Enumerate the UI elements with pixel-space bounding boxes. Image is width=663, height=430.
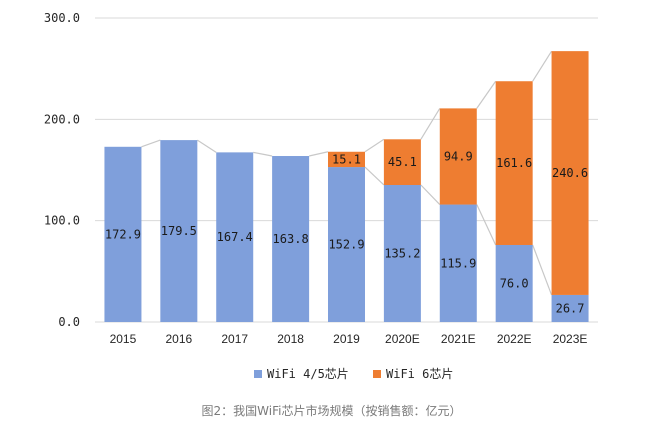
figure-caption: 图2：我国WiFi芯片市场规模（按销售额：亿元）: [201, 404, 462, 418]
connector-line: [364, 166, 385, 186]
connector-line: [476, 80, 497, 109]
x-tick-label: 2019: [333, 332, 360, 346]
legend-swatch: [254, 370, 262, 378]
legend-label: WiFi 4/5芯片: [267, 367, 349, 381]
connector-line: [308, 151, 329, 157]
bar-wifi45: [383, 184, 421, 322]
legend-swatch: [373, 370, 381, 378]
x-tick-label: 2017: [221, 332, 248, 346]
bar-wifi6: [328, 151, 365, 168]
connector-line: [476, 204, 497, 246]
data-label-wifi6: 240.6: [552, 166, 588, 180]
connector-line: [420, 184, 441, 205]
x-tick-label: 2018: [277, 332, 304, 346]
bar-wifi45: [495, 244, 533, 322]
data-label-wifi6: 45.1: [388, 155, 417, 169]
bar-wifi45: [328, 167, 365, 322]
data-label-wifi45: 26.7: [556, 301, 585, 315]
connector-line: [364, 138, 385, 153]
legend-label: WiFi 6芯片: [386, 367, 453, 381]
x-tick-label: 2016: [165, 332, 192, 346]
stacked-bar-chart: 0.0 100.0 200.0 300.0 172.9 2015 179.5 2016 167.…: [44, 11, 598, 381]
data-label-wifi6: 94.9: [444, 149, 473, 163]
data-label-wifi6: 15.1: [332, 152, 361, 166]
data-label-wifi45: 115.9: [440, 256, 476, 270]
data-label-wifi45: 163.8: [273, 232, 309, 246]
x-tick-label: 2015: [110, 332, 137, 346]
y-tick-label: 100.0: [44, 214, 80, 228]
connector-line: [253, 151, 273, 157]
data-label-wifi45: 172.9: [105, 227, 141, 241]
data-label-wifi45: 167.4: [217, 230, 253, 244]
bar-wifi6: [551, 51, 589, 295]
bar-wifi45: [272, 156, 310, 322]
y-tick-label: 200.0: [44, 112, 80, 126]
y-tick-label: 0.0: [58, 315, 80, 329]
y-tick-label: 300.0: [44, 11, 80, 25]
bar-wifi6: [495, 81, 533, 245]
bar-wifi6: [439, 108, 477, 205]
x-tick-label: 2020E: [385, 332, 420, 346]
bar-wifi45: [439, 204, 477, 322]
x-tick-label: 2022E: [497, 332, 532, 346]
bar-wifi6: [383, 139, 421, 185]
data-label-wifi45: 152.9: [328, 238, 364, 252]
data-label-wifi45: 135.2: [384, 246, 420, 260]
bar-wifi45: [216, 152, 254, 322]
data-label-wifi6: 161.6: [496, 156, 532, 170]
connector-line: [141, 139, 161, 148]
connector-line: [420, 108, 441, 140]
x-tick-label: 2021E: [441, 332, 476, 346]
data-label-wifi45: 179.5: [161, 224, 197, 238]
bar-wifi45: [160, 140, 198, 322]
x-tick-label: 2023E: [553, 332, 588, 346]
data-label-wifi45: 76.0: [500, 276, 529, 290]
connector-line: [197, 139, 217, 153]
connector-line: [532, 244, 553, 296]
bar-wifi45: [551, 294, 589, 322]
connector-line: [532, 50, 553, 82]
bar-wifi45: [104, 146, 142, 322]
